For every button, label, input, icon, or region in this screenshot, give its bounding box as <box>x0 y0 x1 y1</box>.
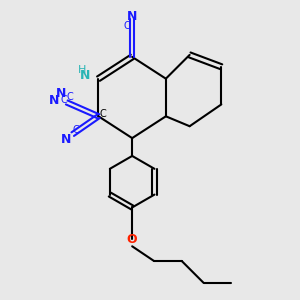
Text: N: N <box>80 69 90 82</box>
Text: C: C <box>72 125 79 135</box>
Text: O: O <box>127 233 137 246</box>
Text: C: C <box>100 109 106 119</box>
Text: N: N <box>56 87 66 100</box>
Text: N: N <box>60 133 71 146</box>
Text: C: C <box>60 95 67 106</box>
Text: C: C <box>66 92 73 101</box>
Text: H: H <box>78 65 86 75</box>
Text: C: C <box>124 21 130 32</box>
Text: N: N <box>49 94 59 107</box>
Text: N: N <box>127 10 137 22</box>
